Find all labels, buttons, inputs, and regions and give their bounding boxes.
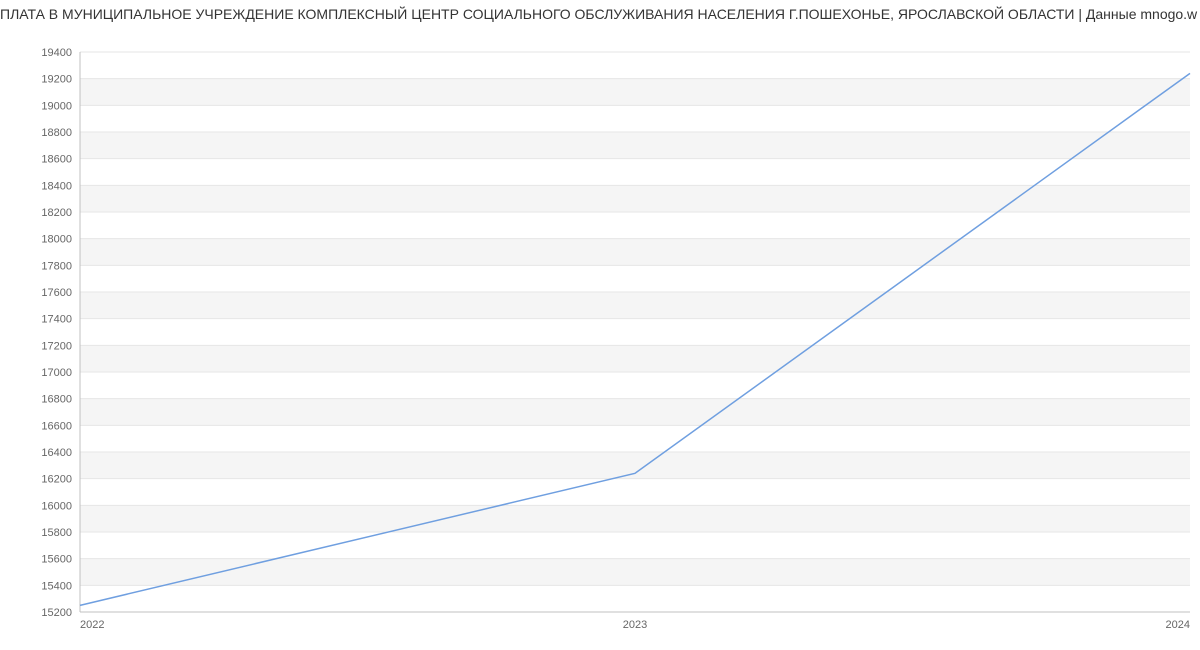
y-tick-label: 17400 xyxy=(41,314,72,326)
y-tick-label: 19400 xyxy=(41,47,72,59)
y-tick-label: 17600 xyxy=(41,287,72,299)
y-tick-label: 16800 xyxy=(41,394,72,406)
y-tick-label: 18000 xyxy=(41,234,72,246)
y-tick-label: 16000 xyxy=(41,500,72,512)
x-tick-label: 2022 xyxy=(80,619,104,631)
y-tick-label: 18200 xyxy=(41,207,72,219)
y-tick-label: 15200 xyxy=(41,607,72,619)
x-tick-label: 2024 xyxy=(1166,619,1190,631)
y-tick-label: 19200 xyxy=(41,74,72,86)
y-tick-label: 18600 xyxy=(41,154,72,166)
y-tick-label: 16600 xyxy=(41,420,72,432)
y-tick-label: 15800 xyxy=(41,527,72,539)
y-tick-label: 19000 xyxy=(41,100,72,112)
y-tick-label: 16400 xyxy=(41,447,72,459)
y-tick-label: 17000 xyxy=(41,367,72,379)
y-tick-label: 17200 xyxy=(41,340,72,352)
y-tick-label: 15400 xyxy=(41,580,72,592)
y-tick-label: 15600 xyxy=(41,554,72,566)
y-tick-label: 18800 xyxy=(41,127,72,139)
chart-container: 15200 15400 15600 15800 16000 16200 16400 16600… xyxy=(0,22,1200,642)
line-chart: 15200 15400 15600 15800 16000 16200 16400 16600… xyxy=(0,22,1200,642)
y-tick-label: 16200 xyxy=(41,474,72,486)
y-tick-label: 18400 xyxy=(41,180,72,192)
x-tick-label: 2023 xyxy=(623,619,647,631)
y-tick-label: 17800 xyxy=(41,260,72,272)
chart-title: ПЛАТА В МУНИЦИПАЛЬНОЕ УЧРЕЖДЕНИЕ КОМПЛЕК… xyxy=(0,0,1200,22)
